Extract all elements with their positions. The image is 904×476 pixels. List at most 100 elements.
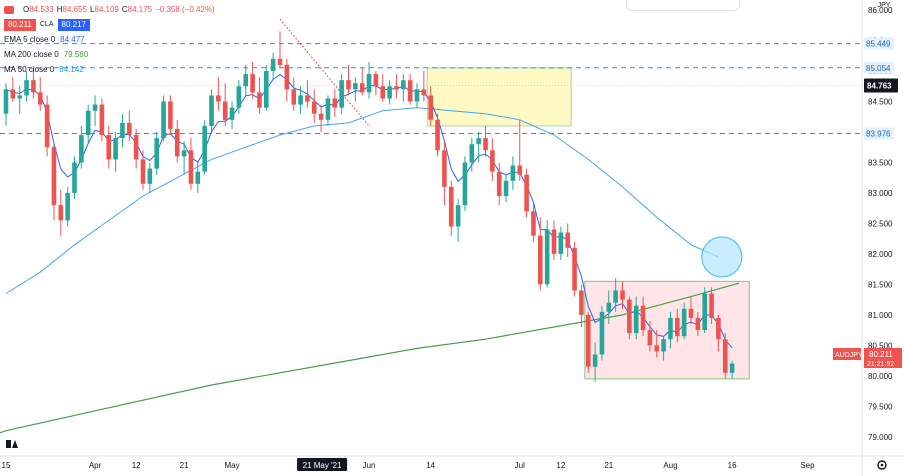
price-tag-bg: [864, 348, 902, 368]
ohlc-item: C84.175: [122, 5, 152, 14]
x-tick-label: 15: [2, 461, 11, 470]
candle-body: [346, 80, 351, 90]
candle-body: [421, 89, 427, 96]
candle-body: [661, 339, 666, 352]
x-tick-label: May: [224, 461, 239, 470]
candle-body: [531, 211, 536, 236]
current-price-tag: 84.763: [867, 81, 892, 90]
candle-body: [620, 290, 625, 300]
candle-body: [161, 101, 166, 139]
symbol-tag-bg: [833, 348, 861, 360]
indicator-value: 84.142: [59, 65, 84, 74]
x-tick-label: 12: [556, 461, 565, 470]
candle-body: [702, 293, 707, 331]
candle-body: [181, 150, 187, 157]
candle-body: [496, 171, 502, 196]
trend-line: [279, 18, 370, 127]
candle-body: [462, 162, 468, 206]
candle-body: [476, 138, 481, 145]
level-label: 83.976: [866, 129, 891, 138]
candle-body: [174, 128, 180, 157]
settings-gear-icon[interactable]: [877, 460, 887, 470]
candle-body: [44, 104, 50, 148]
y-tick-label: 79.500: [868, 402, 893, 411]
y-tick-label: 79.000: [868, 433, 893, 442]
candle-body: [79, 135, 84, 163]
y-tick-label: 80.500: [868, 341, 893, 350]
candle-body: [133, 135, 139, 160]
candle-body: [127, 122, 132, 136]
indicator-row[interactable]: MA 200 close 0 79.580: [4, 47, 215, 62]
level-label: 85.054: [866, 64, 891, 73]
candle-body: [627, 299, 632, 334]
indicator-row[interactable]: EMA 5 close 0 84.477: [4, 32, 215, 47]
current-price-tag-bg: [864, 78, 898, 93]
candle-body: [85, 110, 91, 136]
ma50-line: [5, 107, 719, 294]
candle-body: [243, 74, 249, 87]
candle-body: [311, 101, 317, 114]
x-tick-label: Apr: [89, 461, 102, 470]
candle-body: [544, 229, 550, 285]
ohlc-key: H: [56, 5, 63, 14]
currency-label[interactable]: JPY: [877, 2, 891, 9]
candle-body: [250, 74, 255, 93]
candle-body: [65, 192, 70, 221]
toolbar-tab[interactable]: [626, 0, 740, 11]
y-tick-label: 82.500: [868, 219, 893, 228]
bid-price-box[interactable]: 80.211: [4, 18, 36, 31]
ohlc-item: −0.358 (−0.42%): [155, 5, 215, 14]
candle-body: [216, 95, 221, 102]
ohlc-value: −0.358 (−0.42%): [155, 5, 215, 14]
y-tick-label: 81.500: [868, 280, 893, 289]
candle-body: [613, 290, 618, 303]
yellow-range-box: [426, 67, 572, 127]
candle-body: [106, 135, 112, 160]
candle-body: [668, 317, 673, 340]
candle-body: [154, 138, 159, 169]
countdown-label: 21:21:52: [867, 361, 894, 368]
candle-body: [113, 138, 118, 160]
candle-body: [202, 125, 207, 172]
symbol-price-tag: 80.211: [869, 350, 893, 359]
candle-body: [140, 159, 146, 184]
x-tick-label: 14: [426, 461, 435, 470]
candle-body: [551, 229, 557, 254]
candle-body: [442, 150, 447, 187]
y-tick-label: 81.000: [868, 311, 893, 320]
ask-price-box[interactable]: 80.217: [57, 18, 90, 31]
candle-body: [147, 168, 153, 184]
candle-body: [640, 305, 646, 331]
candle-body: [229, 107, 235, 120]
candle-body: [92, 104, 98, 111]
candle-body: [592, 354, 598, 367]
candle-body: [31, 80, 36, 93]
candle-body: [695, 317, 701, 331]
candle-body: [353, 83, 358, 90]
candle-body: [51, 147, 57, 206]
candle-body: [222, 101, 228, 120]
symbol-icon: [4, 5, 14, 14]
x-tick-label: Sep: [800, 461, 815, 470]
candle-body: [729, 363, 735, 373]
candle-body: [517, 165, 523, 175]
ma200-line: [0, 282, 740, 434]
candle-body: [647, 330, 653, 346]
candle-body: [120, 122, 125, 139]
candle-body: [318, 113, 324, 120]
candle-body: [428, 95, 433, 120]
tv-logo-part: [6, 440, 11, 448]
ohlc-key: O: [23, 5, 30, 14]
candle-body: [448, 186, 454, 227]
indicator-row[interactable]: MA 50 close 0 84.142: [4, 62, 215, 77]
candle-body: [407, 80, 413, 102]
candle-body: [572, 247, 577, 291]
candle-body: [305, 95, 310, 102]
indicator-name: EMA 5 close 0: [4, 35, 56, 44]
level-label-bg: [864, 61, 894, 74]
y-tick-label: 84.500: [868, 98, 893, 107]
candle-body: [188, 150, 194, 184]
legend-price-row: O84.533 H84.655 L84.109 C84.175 −0.358 (−0.4…: [4, 2, 215, 17]
